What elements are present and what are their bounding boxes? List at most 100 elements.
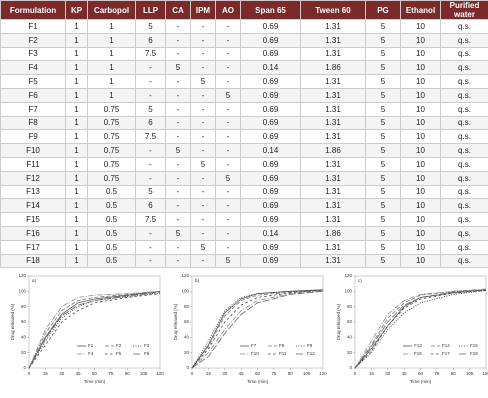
table-cell: 1 (66, 226, 88, 240)
table-cell: - (136, 75, 166, 89)
table-cell: - (216, 130, 241, 144)
table-cell: 7.5 (136, 47, 166, 61)
x-tick-label: 90 (125, 372, 131, 377)
table-cell: F15 (1, 213, 66, 227)
table-cell: - (166, 157, 191, 171)
table-cell: - (216, 226, 241, 240)
table-cell: 1 (66, 47, 88, 61)
plot-area (29, 276, 160, 368)
table-cell: 0.69 (241, 254, 301, 268)
table-cell: 0.5 (88, 226, 136, 240)
legend-label: F10 (251, 352, 259, 357)
table-cell: 1 (66, 144, 88, 158)
table-cell: 1 (66, 116, 88, 130)
table-cell: 5 (366, 254, 401, 268)
table-cell: - (216, 61, 241, 75)
x-tick-label: 105 (466, 372, 474, 377)
table-cell: 1.31 (301, 213, 366, 227)
series-line (29, 293, 160, 368)
table-cell: 10 (401, 171, 441, 185)
x-tick-label: 120 (319, 372, 327, 377)
table-cell: 5 (366, 226, 401, 240)
table-cell: 10 (401, 144, 441, 158)
header-cell: Formulation (1, 1, 66, 20)
series-line (29, 294, 160, 368)
table-cell: 1 (66, 240, 88, 254)
table-cell: 5 (366, 20, 401, 34)
table-cell: q.s. (441, 61, 488, 75)
table-cell: 1.31 (301, 20, 366, 34)
table-cell: 0.5 (88, 199, 136, 213)
y-tick-label: 0 (349, 366, 352, 371)
table-cell: 1 (88, 88, 136, 102)
table-cell: - (191, 47, 216, 61)
table-cell: 1.86 (301, 61, 366, 75)
table-cell: - (191, 130, 216, 144)
y-axis-title: Drug released (%) (173, 304, 178, 341)
x-axis-title: Time (min) (84, 380, 106, 385)
legend-label: F12 (307, 352, 315, 357)
table-cell: 5 (366, 33, 401, 47)
x-tick-label: 120 (482, 372, 488, 377)
table-cell: 6 (136, 33, 166, 47)
y-tick-label: 20 (21, 350, 27, 355)
x-tick-label: 15 (43, 372, 49, 377)
table-cell: 5 (366, 185, 401, 199)
table-cell: - (136, 226, 166, 240)
table-cell: F7 (1, 102, 66, 116)
table-cell: 0.75 (88, 116, 136, 130)
x-tick-label: 45 (239, 372, 245, 377)
table-cell: 7.5 (136, 130, 166, 144)
table-cell: 5 (216, 88, 241, 102)
table-cell: - (166, 33, 191, 47)
table-cell: 1 (88, 75, 136, 89)
table-cell: 1 (66, 185, 88, 199)
table-cell: 10 (401, 240, 441, 254)
table-cell: 1 (66, 130, 88, 144)
header-cell: AO (216, 1, 241, 20)
table-cell: 6 (136, 199, 166, 213)
header-cell: IPM (191, 1, 216, 20)
table-cell: - (136, 254, 166, 268)
table-cell: - (216, 116, 241, 130)
x-tick-label: 90 (288, 372, 294, 377)
table-cell: 5 (166, 61, 191, 75)
series-line (192, 292, 323, 369)
table-cell: 0.75 (88, 171, 136, 185)
table-cell: 0.69 (241, 33, 301, 47)
table-cell: 0.75 (88, 157, 136, 171)
header-cell: Purified water (441, 1, 488, 20)
table-cell: 0.69 (241, 116, 301, 130)
series-line (355, 291, 486, 368)
table-cell: 10 (401, 254, 441, 268)
y-tick-label: 100 (181, 289, 189, 294)
x-tick-label: 30 (385, 372, 391, 377)
table-cell: q.s. (441, 254, 488, 268)
table-cell: 5 (216, 171, 241, 185)
y-tick-label: 40 (21, 335, 27, 340)
table-cell: 1.31 (301, 75, 366, 89)
table-cell: 0.5 (88, 185, 136, 199)
table-cell: 1 (66, 61, 88, 75)
table-cell: 5 (366, 144, 401, 158)
table-cell: 10 (401, 75, 441, 89)
x-tick-label: 60 (418, 372, 424, 377)
x-tick-label: 45 (76, 372, 82, 377)
table-cell: F9 (1, 130, 66, 144)
table-cell: 0.14 (241, 61, 301, 75)
table-cell: F18 (1, 254, 66, 268)
table-cell: - (191, 213, 216, 227)
table-cell: 1 (66, 75, 88, 89)
table-cell: - (166, 199, 191, 213)
series-line (192, 290, 323, 368)
table-cell: 1 (66, 199, 88, 213)
